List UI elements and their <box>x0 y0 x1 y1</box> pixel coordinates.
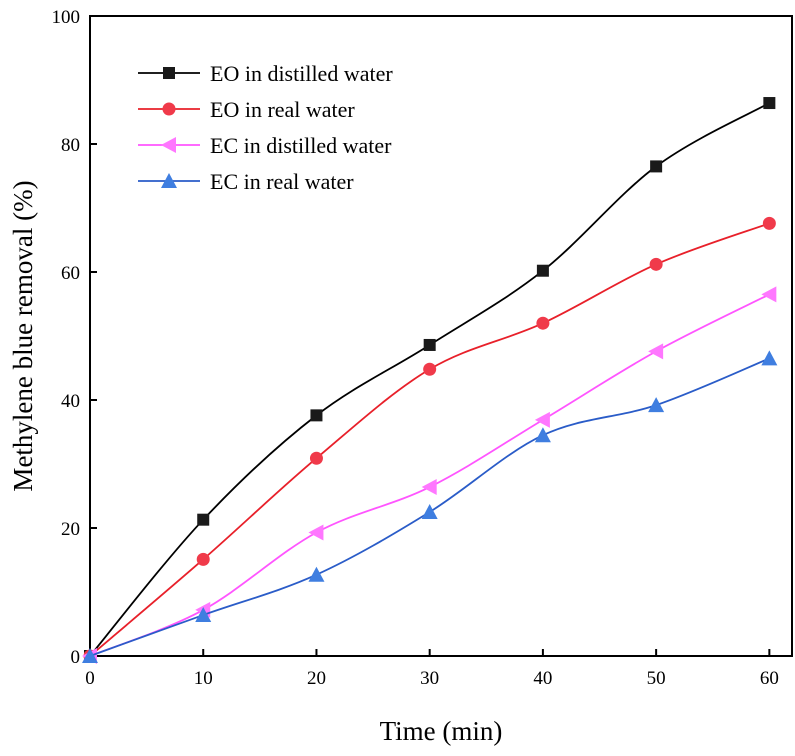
data-point <box>536 316 550 330</box>
y-axis-title: Methylene blue removal (%) <box>8 180 38 491</box>
data-point <box>308 524 324 541</box>
data-point <box>648 397 665 413</box>
legend-item: EC in real water <box>138 169 354 194</box>
data-point <box>534 411 550 428</box>
plot-frame <box>89 15 793 657</box>
data-point <box>308 566 325 582</box>
data-point <box>421 504 438 519</box>
data-point <box>423 338 436 351</box>
data-point <box>648 343 664 360</box>
data-point <box>195 607 212 623</box>
legend-item: EO in real water <box>138 97 355 122</box>
legend-item: EC in distilled water <box>138 133 392 158</box>
data-point <box>761 350 778 366</box>
legend-label: EC in real water <box>210 169 354 194</box>
y-tick-label: 20 <box>61 519 80 540</box>
x-axis-title: Time (min) <box>380 716 503 746</box>
data-point <box>763 97 776 110</box>
series-layer <box>82 97 778 664</box>
legend-marker <box>163 67 175 79</box>
x-tick-label: 10 <box>194 668 213 689</box>
data-point <box>650 160 663 173</box>
legend-marker <box>162 102 176 116</box>
x-tick-label: 20 <box>307 668 326 689</box>
y-tick-label: 40 <box>61 391 80 412</box>
x-tick-label: 50 <box>647 668 666 689</box>
legend-label: EC in distilled water <box>210 133 392 158</box>
data-point <box>310 409 323 422</box>
x-tick-label: 0 <box>85 668 95 689</box>
data-point <box>196 552 210 566</box>
series-1 <box>83 216 776 663</box>
x-tick-label: 30 <box>420 668 439 689</box>
x-axis: 0 10 20 30 40 50 60 <box>85 649 779 689</box>
series-0 <box>84 97 776 662</box>
data-point <box>536 264 549 277</box>
legend-label: EO in real water <box>210 97 355 122</box>
data-point <box>761 286 777 303</box>
data-point <box>649 257 663 271</box>
legend-label: EO in distilled water <box>210 61 393 86</box>
legend: EO in distilled water EO in real water EC … <box>138 61 393 194</box>
y-tick-label: 60 <box>61 263 80 284</box>
y-tick-label: 100 <box>52 7 81 28</box>
y-tick-label: 0 <box>71 647 81 668</box>
data-point <box>421 479 437 496</box>
y-tick-label: 80 <box>61 135 80 156</box>
plot-area <box>89 15 793 657</box>
data-point <box>197 513 210 526</box>
data-point <box>309 451 323 465</box>
data-point <box>534 427 551 443</box>
x-tick-label: 40 <box>533 668 552 689</box>
series-line <box>89 102 770 657</box>
legend-marker <box>161 137 176 153</box>
data-point <box>82 648 98 663</box>
legend-item: EO in distilled water <box>138 61 393 86</box>
series-line <box>89 222 770 657</box>
x-tick-label: 60 <box>760 668 779 689</box>
data-point <box>423 362 437 376</box>
series-3 <box>82 350 778 663</box>
y-axis: 0 20 40 60 80 100 <box>52 7 97 668</box>
data-point <box>762 216 776 230</box>
legend-marker <box>161 173 177 188</box>
